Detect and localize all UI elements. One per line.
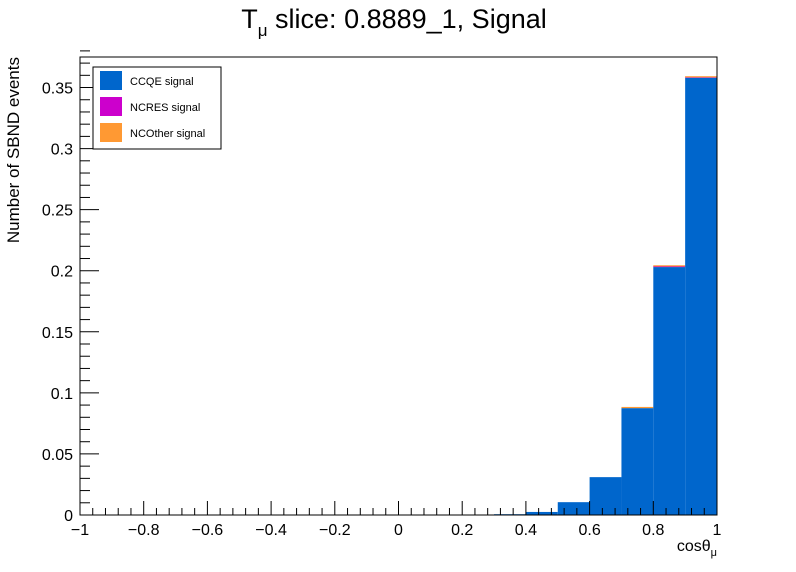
y-tick-label: 0.35 [42, 81, 73, 98]
x-tick-label: −0.8 [128, 522, 160, 539]
y-tick-label: 0.25 [42, 203, 73, 220]
x-tick-label: −1 [71, 522, 89, 539]
bar-ncother-signal-5 [653, 265, 686, 267]
y-tick-label: 0.2 [51, 264, 73, 281]
y-tick-label: 0.05 [42, 447, 73, 464]
chart-title-sub: μ [258, 21, 268, 40]
bar-ccqe-signal-6 [685, 77, 717, 515]
legend-swatch-ncres-signal [100, 97, 122, 116]
y-tick-label: 0 [64, 508, 73, 525]
x-axis-label-sub: μ [711, 547, 717, 559]
legend-label-ncother-signal: NCOther signal [130, 128, 205, 140]
bar-ncother-signal-6 [685, 76, 717, 78]
x-ticks-group: −1 −0.8 −0.6 −0.4 −0.2 0 0.2 0.4 0.6 0.8 1 [71, 501, 722, 539]
x-tick-label: 0.6 [578, 522, 600, 539]
bars-group [494, 76, 717, 515]
bar-ccqe-signal-2 [557, 502, 590, 515]
legend-swatch-ccqe-signal [100, 71, 122, 90]
bar-ccqe-signal-3 [589, 477, 622, 515]
legend-label-ncres-signal: NCRES signal [130, 102, 200, 114]
legend: CCQE signal NCRES signal NCOther signal [92, 66, 222, 150]
x-tick-label: −0.4 [255, 522, 287, 539]
y-tick-label: 0.3 [51, 142, 73, 159]
x-tick-label: 0 [394, 522, 403, 539]
bar-ccqe-signal-5 [653, 267, 686, 515]
x-tick-label: −0.6 [192, 522, 224, 539]
chart-title-rest: slice: 0.8889_1, Signal [268, 4, 547, 34]
chart-title-main: T [241, 4, 258, 34]
bar-ncres-signal-5 [653, 265, 686, 268]
x-tick-label: 0.2 [451, 522, 473, 539]
bar-ncother-signal-4 [621, 406, 654, 409]
x-tick-label: 0.4 [515, 522, 537, 539]
x-tick-label: 1 [713, 522, 722, 539]
x-axis-label-main: cosθ [677, 538, 711, 555]
y-axis-label: Number of SBND events [4, 57, 23, 243]
x-axis-label: cosθμ [677, 538, 717, 559]
y-tick-label: 0.15 [42, 325, 73, 342]
legend-label-ccqe-signal: CCQE signal [130, 76, 194, 88]
bar-ccqe-signal-1 [525, 511, 558, 515]
y-ticks-group: 0 0.05 0.1 0.15 0.2 0.25 0.3 0.35 [42, 50, 99, 525]
bar-ccqe-signal-4 [621, 408, 654, 515]
x-tick-label: −0.2 [319, 522, 351, 539]
x-tick-label: 0.8 [642, 522, 664, 539]
y-tick-label: 0.1 [51, 386, 73, 403]
chart-title: Tμ slice: 0.8889_1, Signal [241, 4, 547, 40]
legend-swatch-ncother-signal [100, 123, 122, 142]
